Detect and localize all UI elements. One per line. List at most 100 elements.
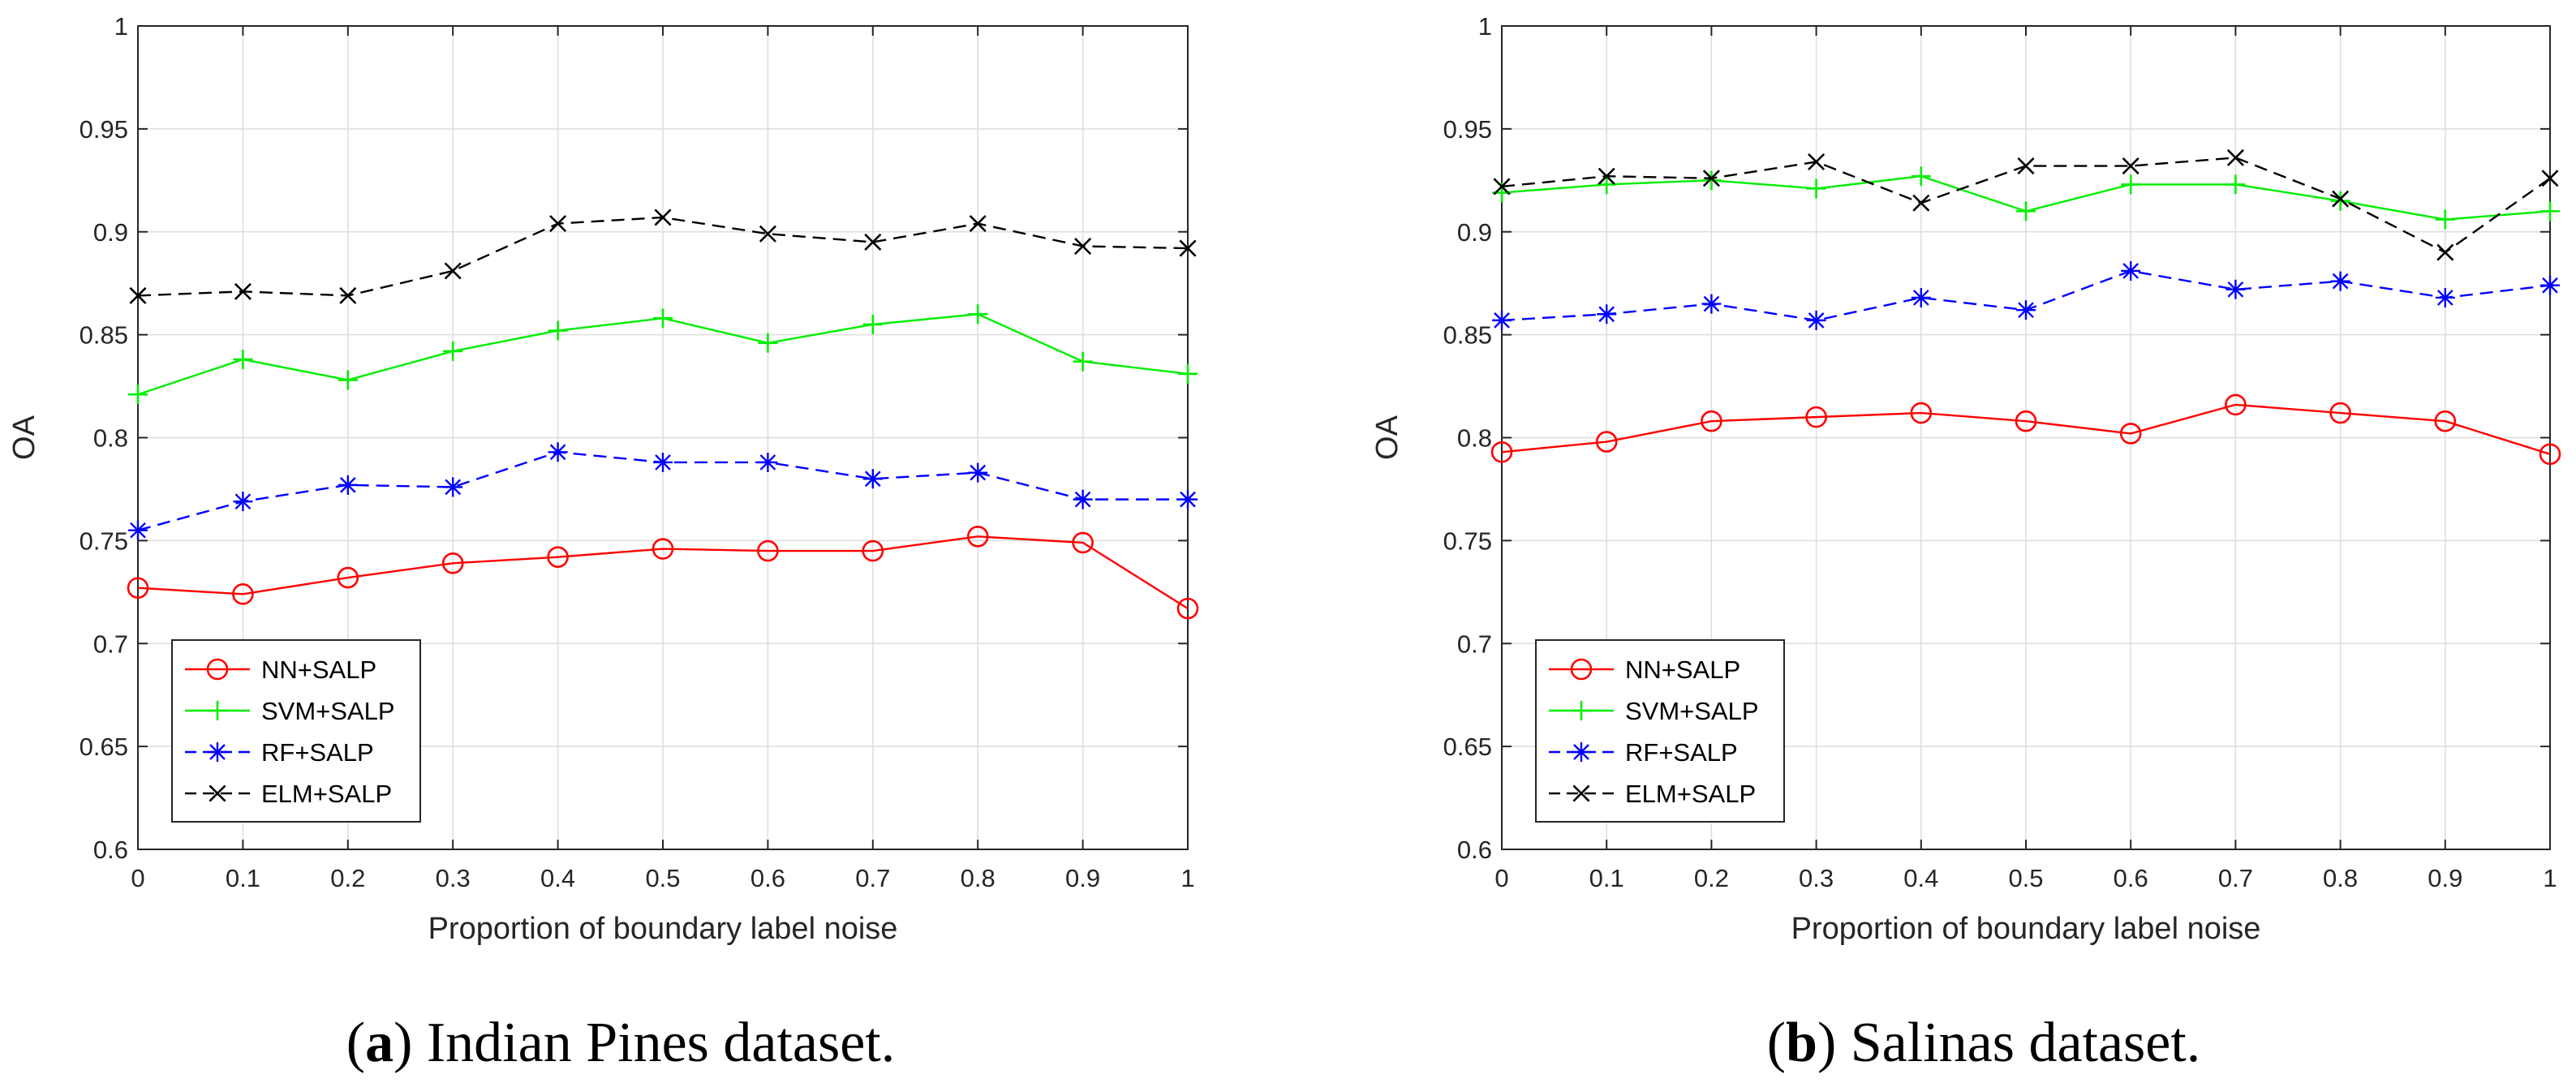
x-tick-label: 0.1 [226, 864, 260, 892]
x-tick-label: 0.9 [2428, 864, 2462, 892]
legend-label-rf-salp: RF+SALP [261, 738, 374, 767]
data-point-nn-salp [2329, 402, 2351, 424]
x-tick-label: 0.4 [540, 864, 575, 892]
data-point-nn-salp [966, 525, 989, 548]
data-point-nn-salp [127, 577, 149, 600]
data-point-elm-salp [339, 286, 357, 304]
data-point-nn-salp [2434, 410, 2457, 432]
y-tick-label: 0.6 [1457, 836, 1492, 864]
data-point-svm-salp [548, 320, 568, 341]
data-point-nn-salp [862, 539, 884, 562]
x-tick-label: 0.8 [2323, 864, 2358, 892]
x-tick-label: 0.6 [2114, 864, 2148, 892]
caption-letter: b [1786, 1012, 1817, 1074]
data-point-nn-salp [1805, 406, 1827, 428]
caption-text: Salinas dataset. [1836, 1012, 2200, 1074]
data-point-rf-salp [1911, 287, 1931, 307]
data-point-rf-salp [653, 452, 673, 472]
x-tick-label: 1 [2543, 864, 2557, 892]
data-point-svm-salp [1073, 351, 1093, 372]
data-point-svm-salp [1806, 178, 1826, 199]
caption-text: Indian Pines dataset. [412, 1012, 895, 1074]
legend-marker-elm-salp [209, 784, 226, 802]
data-point-nn-salp [547, 546, 569, 568]
data-point-svm-salp [2330, 191, 2350, 211]
data-point-nn-salp [757, 539, 779, 562]
x-tick-label: 0.9 [1065, 864, 1100, 892]
x-tick-label: 1 [1180, 864, 1194, 892]
data-point-nn-salp [1701, 410, 1722, 432]
data-point-svm-salp [968, 304, 988, 324]
legend-marker-svm-salp [208, 701, 227, 720]
data-point-nn-salp [652, 538, 674, 560]
x-tick-label: 0.3 [436, 864, 471, 892]
legend-marker-nn-salp [1570, 658, 1593, 681]
y-tick-label: 0.7 [93, 630, 128, 658]
y-tick-label: 0.75 [1443, 526, 1492, 555]
data-point-elm-salp [234, 282, 252, 300]
data-point-elm-salp [759, 225, 776, 243]
legend-label-elm-salp: ELM+SALP [1625, 780, 1756, 808]
data-point-nn-salp [2119, 423, 2142, 445]
legend: NN+SALP SVM+SALP RF+SALP ELM+SALP [1535, 639, 1785, 823]
data-point-elm-salp [1808, 153, 1826, 170]
panel-salinas: 0 0.1 0.2 0.3 0.4 0.5 0.6 0.7 0.8 0.9 1 0.6 0.65 0.7 0… [1370, 12, 2561, 1074]
data-point-svm-salp [443, 341, 463, 361]
series-svm-salp [1492, 166, 2560, 230]
legend-marker-svm-salp [1572, 701, 1591, 720]
caption-close-paren: ) [1817, 1012, 1836, 1074]
data-point-nn-salp [2539, 443, 2561, 466]
legend-label-rf-salp: RF+SALP [1625, 738, 1738, 767]
series-rf-salp [1492, 260, 2560, 330]
y-axis-label: OA [7, 415, 41, 460]
data-point-rf-salp [2540, 275, 2560, 295]
y-tick-label: 0.6 [93, 836, 128, 864]
data-point-nn-salp [2015, 410, 2037, 432]
data-point-elm-salp [1179, 239, 1197, 257]
data-point-elm-salp [1493, 178, 1511, 196]
data-point-elm-salp [129, 286, 147, 304]
data-point-elm-salp [969, 215, 987, 233]
x-tick-label: 0.5 [645, 864, 680, 892]
data-point-elm-salp [1702, 170, 1720, 187]
data-point-elm-salp [2017, 157, 2035, 175]
data-point-svm-salp [1701, 170, 1722, 191]
data-point-svm-salp [2435, 209, 2455, 230]
data-point-nn-salp [1595, 431, 1618, 453]
data-point-elm-salp [864, 233, 882, 251]
y-tick-label: 0.95 [80, 115, 128, 144]
data-point-rf-salp [968, 462, 988, 483]
x-tick-label: 0.7 [2218, 864, 2253, 892]
figure-caption: (b) Salinas dataset. [1767, 1012, 2201, 1074]
data-point-elm-salp [1912, 194, 1930, 212]
data-point-nn-salp [2225, 393, 2247, 416]
series-svm-salp [128, 304, 1198, 405]
data-point-nn-salp [1072, 531, 1094, 554]
data-point-elm-salp [654, 208, 672, 226]
y-tick-label: 0.85 [80, 321, 128, 350]
legend-label-nn-salp: NN+SALP [261, 655, 376, 684]
data-point-nn-salp [1910, 402, 1933, 424]
data-point-rf-salp [1492, 310, 1512, 330]
caption-open-paren: ( [346, 1012, 365, 1074]
legend: NN+SALP SVM+SALP RF+SALP ELM+SALP [171, 639, 421, 823]
data-point-nn-salp [1490, 441, 1513, 463]
x-axis-label: Proportion of boundary label noise [428, 912, 898, 946]
data-point-elm-salp [2226, 148, 2244, 166]
data-point-rf-salp [338, 475, 358, 495]
legend-box [1535, 639, 1785, 823]
data-point-rf-salp [2330, 271, 2350, 291]
y-tick-label: 1 [1478, 12, 1492, 41]
data-point-svm-salp [2540, 201, 2560, 221]
data-point-elm-salp [1598, 167, 1615, 185]
x-tick-label: 0.7 [855, 864, 890, 892]
data-point-rf-salp [548, 442, 568, 462]
y-tick-label: 0.75 [80, 526, 128, 555]
legend-marker-rf-salp [1572, 742, 1591, 762]
legend-label-svm-salp: SVM+SALP [261, 697, 395, 725]
data-point-nn-salp [232, 583, 254, 605]
y-axis-label: OA [1370, 415, 1404, 460]
y-tick-label: 0.8 [93, 424, 128, 453]
caption-close-paren: ) [393, 1012, 412, 1074]
y-tick-label: 0.65 [1443, 733, 1492, 761]
